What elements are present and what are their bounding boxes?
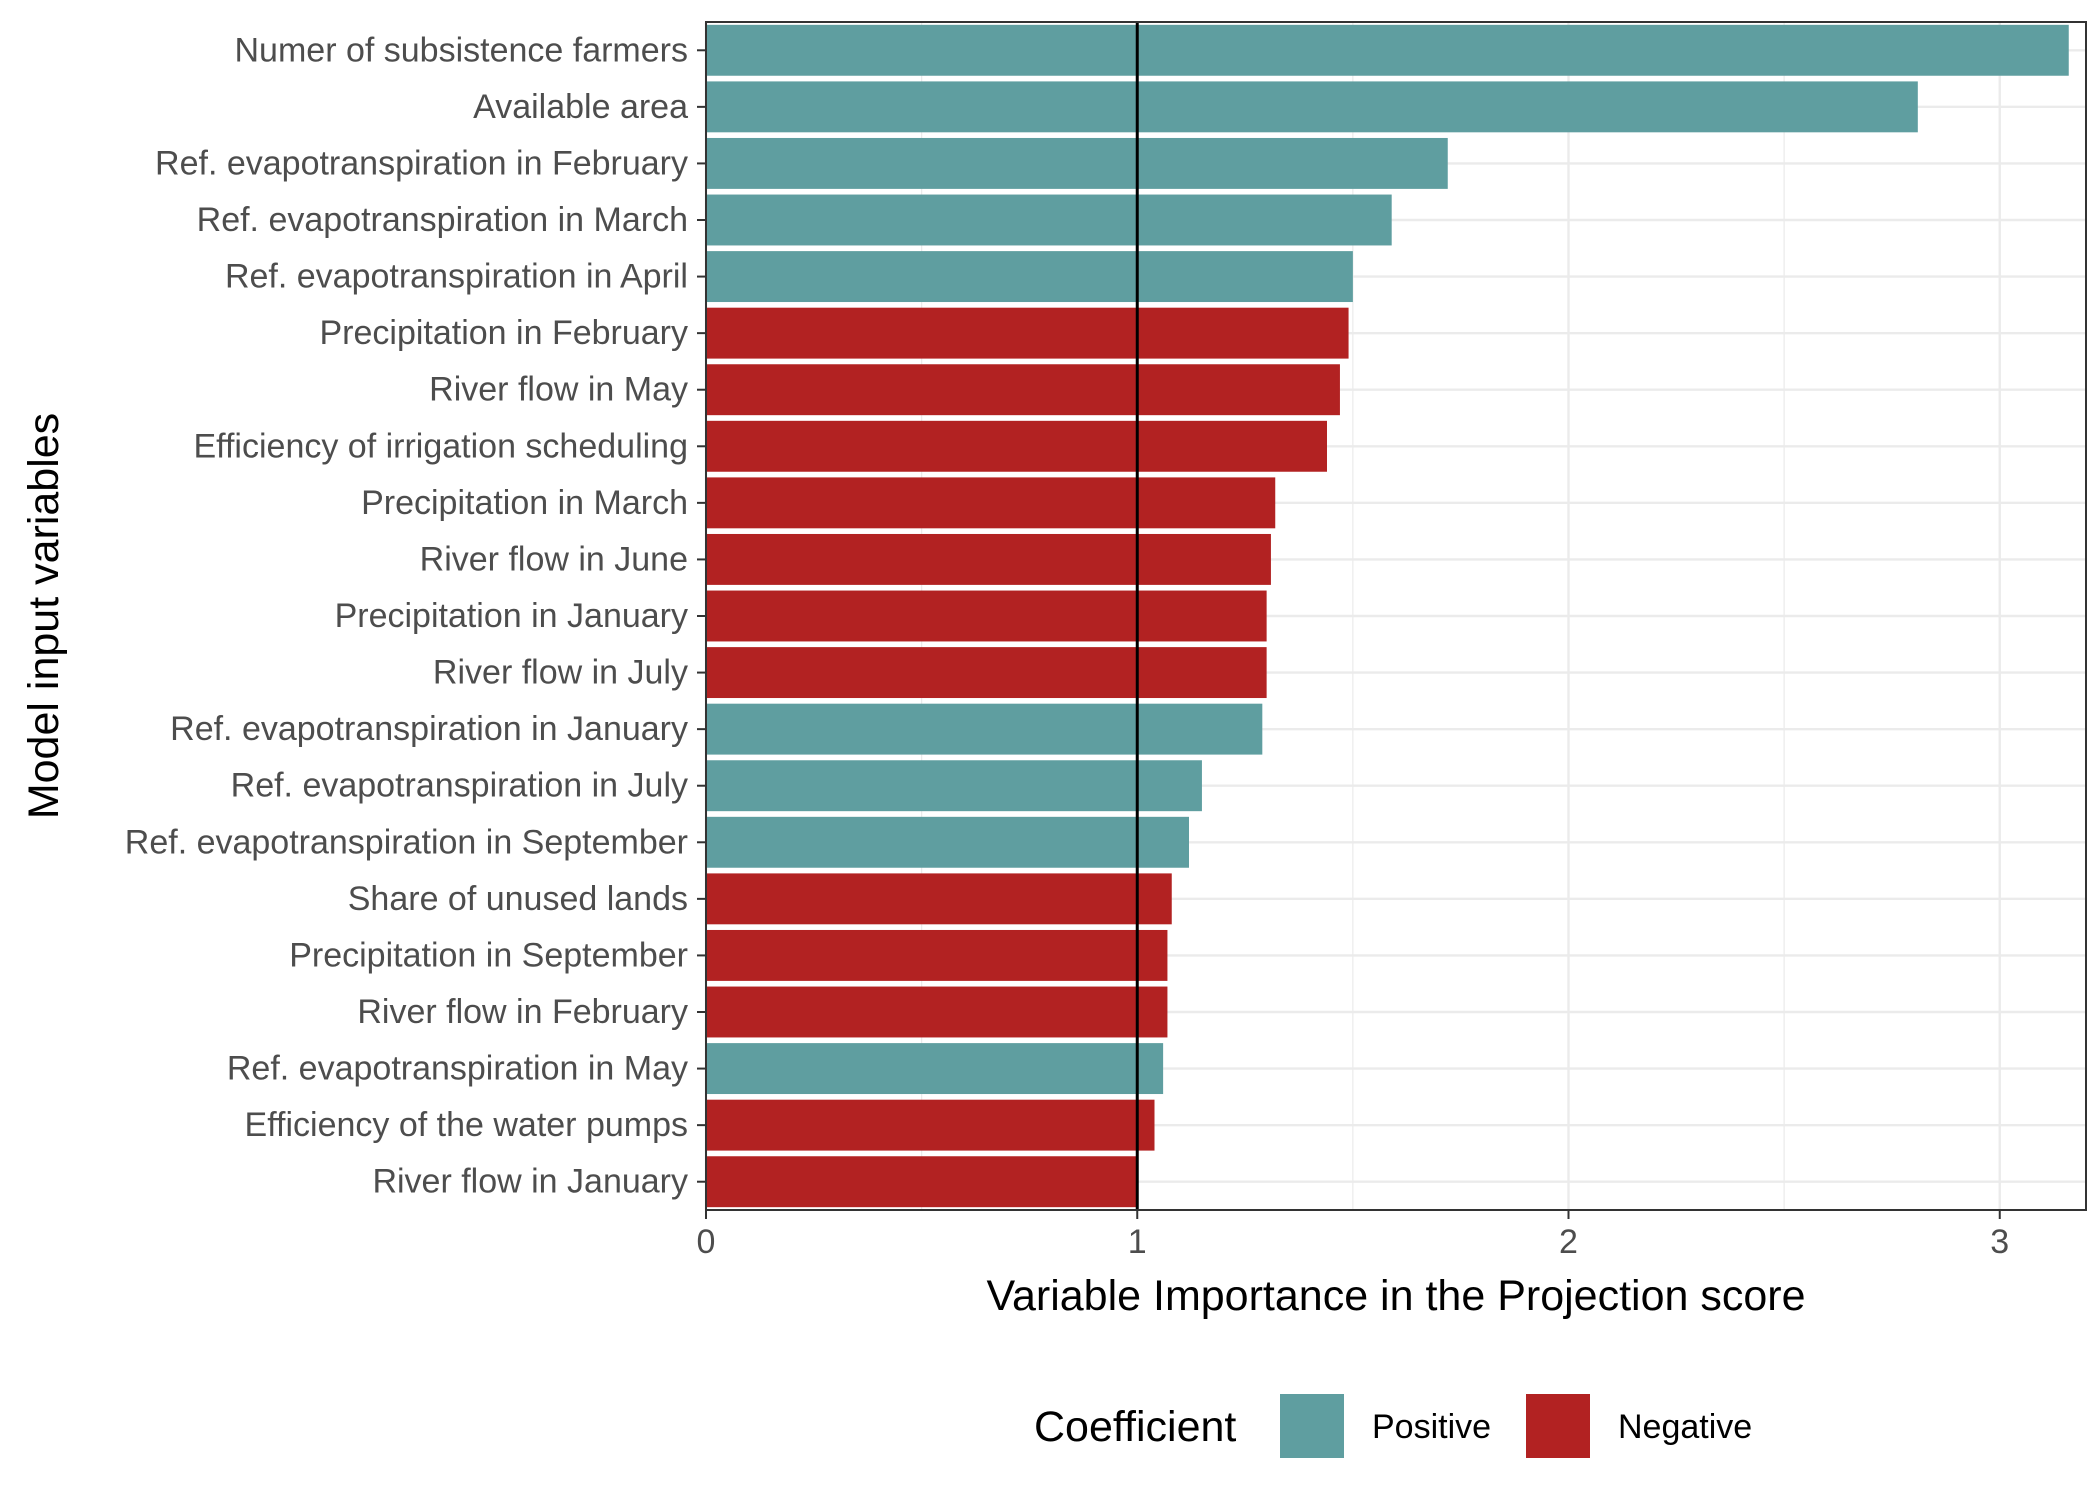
bar: [706, 420, 1327, 472]
y-tick-label: Precipitation in March: [361, 484, 688, 522]
y-tick-label: Precipitation in January: [335, 597, 688, 635]
y-tick-label: Ref. evapotranspiration in January: [170, 710, 688, 748]
bar: [706, 477, 1276, 529]
y-tick-label: River flow in May: [429, 371, 688, 409]
y-tick-label: Ref. evapotranspiration in February: [155, 144, 688, 182]
x-axis-title: Variable Importance in the Projection sc…: [986, 1272, 1805, 1320]
bar: [706, 1156, 1138, 1208]
y-axis: Numer of subsistence farmers Available ar…: [125, 31, 706, 1201]
bar: [706, 1043, 1164, 1095]
y-tick-label: Efficiency of irrigation scheduling: [193, 427, 688, 465]
y-tick-label: River flow in July: [433, 654, 688, 692]
bar: [706, 873, 1172, 925]
y-tick-label: Ref. evapotranspiration in September: [125, 823, 688, 861]
y-tick-label: River flow in June: [420, 540, 688, 578]
x-tick-label: 0: [697, 1223, 716, 1261]
y-tick-label: River flow in February: [357, 993, 688, 1031]
legend-key: [1280, 1394, 1344, 1458]
bar: [706, 1099, 1155, 1151]
y-tick-label: Ref. evapotranspiration in May: [227, 1050, 688, 1088]
bar: [706, 929, 1168, 981]
bar: [706, 986, 1168, 1038]
legend-title: Coefficient: [1034, 1403, 1236, 1451]
y-tick-label: Precipitation in September: [289, 936, 688, 974]
y-tick-label: Ref. evapotranspiration in April: [225, 258, 688, 296]
y-tick-label: Efficiency of the water pumps: [245, 1106, 688, 1144]
bar: [706, 307, 1349, 359]
bar: [706, 24, 2069, 76]
bar: [706, 816, 1189, 868]
bar: [706, 194, 1392, 246]
legend-label: Negative: [1618, 1408, 1752, 1446]
x-axis: 0 1 2 3: [697, 1210, 2009, 1261]
y-tick-label: Ref. evapotranspiration in July: [231, 767, 688, 805]
y-tick-label: Numer of subsistence farmers: [235, 31, 689, 69]
bar: [706, 533, 1271, 585]
bar: [706, 81, 1918, 133]
x-tick-label: 3: [1990, 1223, 2009, 1261]
x-tick-label: 1: [1128, 1223, 1147, 1261]
y-axis-title: Model input variables: [20, 413, 68, 819]
y-tick-label: Ref. evapotranspiration in March: [197, 201, 688, 239]
bar: [706, 760, 1202, 812]
legend-label: Positive: [1372, 1408, 1491, 1446]
bar: [706, 590, 1267, 642]
y-tick-label: Share of unused lands: [348, 880, 688, 918]
bars: [706, 24, 2069, 1208]
legend: Coefficient Positive Negative: [1034, 1394, 1752, 1458]
bar: [706, 364, 1340, 416]
x-tick-label: 2: [1559, 1223, 1578, 1261]
y-tick-label: Available area: [473, 88, 688, 126]
bar: [706, 647, 1267, 699]
y-tick-label: Precipitation in February: [319, 314, 688, 352]
bar: [706, 703, 1263, 755]
bar: [706, 137, 1448, 189]
y-tick-label: River flow in January: [372, 1163, 688, 1201]
bar: [706, 251, 1353, 303]
legend-key: [1526, 1394, 1590, 1458]
